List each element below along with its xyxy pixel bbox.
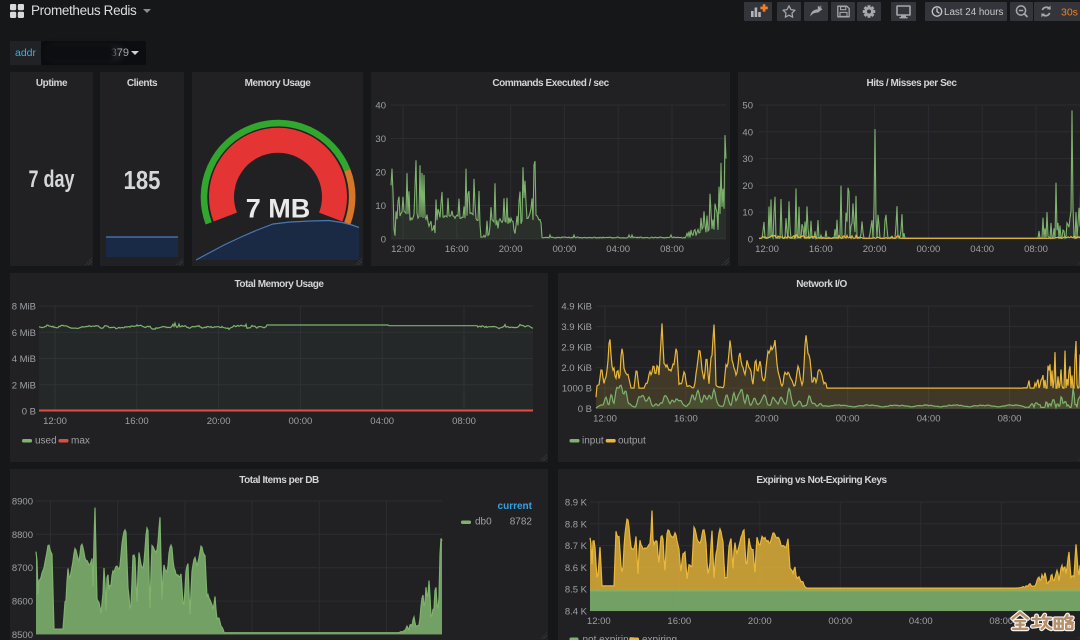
svg-text:8.8 K: 8.8 K	[565, 519, 588, 530]
svg-text:20:00: 20:00	[755, 414, 779, 425]
svg-text:not expiring: not expiring	[583, 635, 635, 640]
svg-text:40: 40	[742, 127, 753, 138]
svg-text:10: 10	[375, 201, 386, 212]
svg-text:12:00: 12:00	[587, 616, 611, 627]
svg-text:7 MB: 7 MB	[246, 194, 311, 224]
svg-text:Last 24 hours: Last 24 hours	[944, 7, 1003, 18]
svg-text:input: input	[582, 436, 604, 447]
svg-text:8600: 8600	[12, 597, 33, 608]
svg-text:16:00: 16:00	[125, 416, 149, 427]
svg-text:08:00: 08:00	[660, 244, 684, 255]
svg-text:50: 50	[742, 101, 753, 112]
svg-text:3.9 KiB: 3.9 KiB	[561, 322, 592, 333]
svg-text:04:00: 04:00	[917, 414, 941, 425]
svg-text:20: 20	[375, 168, 386, 179]
svg-text:20:00: 20:00	[207, 416, 231, 427]
svg-text:output: output	[618, 436, 646, 447]
svg-text:30s: 30s	[1061, 7, 1078, 19]
svg-text:0: 0	[381, 235, 386, 246]
svg-text:00:00: 00:00	[828, 616, 852, 627]
svg-text:8500: 8500	[12, 630, 33, 640]
svg-text:08:00: 08:00	[998, 414, 1022, 425]
svg-text:40: 40	[375, 101, 386, 112]
svg-text:12:00: 12:00	[43, 416, 67, 427]
svg-text:20: 20	[742, 181, 753, 192]
svg-text:2.9 KiB: 2.9 KiB	[561, 343, 592, 354]
svg-text:0 B: 0 B	[22, 407, 36, 418]
svg-text:4 MiB: 4 MiB	[12, 354, 36, 365]
svg-text:8782: 8782	[510, 517, 533, 528]
svg-text:16:00: 16:00	[674, 414, 698, 425]
svg-text:8.6 K: 8.6 K	[565, 563, 588, 574]
svg-text:00:00: 00:00	[289, 416, 313, 427]
svg-text:00:00: 00:00	[836, 414, 860, 425]
svg-text:4.9 KiB: 4.9 KiB	[561, 302, 592, 313]
svg-text:8.7 K: 8.7 K	[565, 541, 588, 552]
svg-text:16:00: 16:00	[809, 244, 833, 255]
svg-text:expiring: expiring	[642, 635, 677, 640]
svg-text:current: current	[498, 501, 533, 512]
svg-text:8.5 K: 8.5 K	[565, 585, 588, 596]
svg-text:db0: db0	[475, 517, 492, 528]
svg-text:1000 B: 1000 B	[562, 384, 592, 395]
svg-text:12:00: 12:00	[391, 244, 415, 255]
svg-text:16:00: 16:00	[445, 244, 469, 255]
svg-text:12:00: 12:00	[593, 414, 617, 425]
svg-text:max: max	[71, 436, 90, 447]
svg-text:8900: 8900	[12, 497, 33, 508]
svg-text:00:00: 00:00	[917, 244, 941, 255]
svg-text:12:00: 12:00	[755, 244, 779, 255]
svg-text:04:00: 04:00	[909, 616, 933, 627]
svg-text:6 MiB: 6 MiB	[12, 328, 36, 339]
svg-text:08:00: 08:00	[989, 616, 1013, 627]
svg-text:8700: 8700	[12, 563, 33, 574]
svg-text:04:00: 04:00	[370, 416, 394, 427]
svg-text:30: 30	[742, 154, 753, 165]
svg-text:30: 30	[375, 134, 386, 145]
svg-text:08:00: 08:00	[452, 416, 476, 427]
svg-text:10: 10	[742, 208, 753, 219]
svg-text:2.0 KiB: 2.0 KiB	[561, 363, 592, 374]
svg-text:2 MiB: 2 MiB	[12, 380, 36, 391]
svg-text:8.4 K: 8.4 K	[565, 607, 588, 618]
svg-text:used: used	[35, 436, 57, 447]
svg-text:20:00: 20:00	[499, 244, 523, 255]
svg-text:20:00: 20:00	[863, 244, 887, 255]
svg-text:00:00: 00:00	[553, 244, 577, 255]
svg-text:0 B: 0 B	[578, 404, 592, 415]
svg-text:8800: 8800	[12, 530, 33, 541]
svg-text:04:00: 04:00	[606, 244, 630, 255]
svg-text:0: 0	[748, 235, 753, 246]
svg-text:08:00: 08:00	[1024, 244, 1048, 255]
svg-text:8.9 K: 8.9 K	[565, 498, 588, 509]
svg-text:20:00: 20:00	[748, 616, 772, 627]
svg-text:16:00: 16:00	[667, 616, 691, 627]
svg-text:8 MiB: 8 MiB	[12, 302, 36, 313]
svg-text:04:00: 04:00	[970, 244, 994, 255]
